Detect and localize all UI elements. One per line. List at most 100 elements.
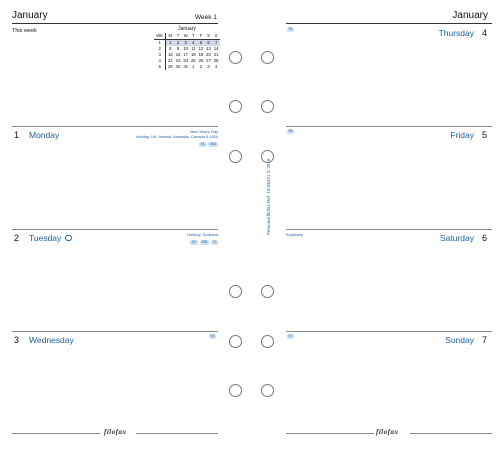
cal-day: 29: [167, 64, 173, 69]
day-name: Friday: [450, 130, 474, 140]
day-tag: 05: [286, 129, 295, 134]
cal-day: 25: [190, 58, 196, 63]
binder-hole: [261, 285, 274, 298]
cal-day: 15: [167, 52, 173, 57]
cal-day: 7: [212, 39, 220, 46]
binder-hole: [229, 335, 242, 348]
cal-day: 17: [183, 52, 189, 57]
brand-logo: filofax: [376, 428, 399, 436]
binder-hole: [261, 384, 274, 397]
day-rule: [286, 229, 492, 230]
cal-head: F: [197, 33, 205, 40]
cal-day: 4: [189, 39, 198, 46]
cal-day: 1: [165, 39, 175, 46]
binder-hole: [229, 150, 242, 163]
mini-calendar: January WK M T W T F S S 1 1 2 3 4 5 6 7: [154, 26, 220, 70]
day-tag: 02: [190, 239, 199, 245]
holiday-note: New Year's Day Holiday, UK, Ireland, Aus…: [88, 129, 218, 147]
cal-week: 5: [154, 64, 167, 70]
mini-calendar-row: 1 1 2 3 4 5 6 7: [154, 39, 220, 46]
day-number: 2: [14, 233, 20, 243]
left-page: January Week 1 This week January WK M T …: [0, 0, 230, 450]
binder-hole: [229, 285, 242, 298]
day-number: 7: [481, 335, 487, 345]
mini-calendar-row: 5 29 30 31 1 2 3 4: [154, 64, 220, 70]
footer-rule: [12, 433, 100, 434]
left-month-title: January: [12, 10, 48, 21]
day-rule: [12, 126, 218, 127]
binder-hole: [229, 384, 242, 397]
cal-head: T: [174, 33, 182, 40]
cal-day: 10: [183, 46, 189, 51]
day-number: 4: [481, 28, 487, 38]
cal-day: 28: [213, 58, 219, 63]
day-tag: 364: [208, 141, 218, 147]
day-number: 3: [14, 335, 20, 345]
cal-day: 13: [206, 46, 211, 51]
cal-day: 22: [167, 58, 173, 63]
day-tags: 01 364: [88, 141, 218, 147]
day-tag: 07: [286, 334, 295, 339]
mini-calendar-row: 2 8 9 10 11 12 13 14: [154, 46, 220, 52]
right-page: January 04 Thursday 4 05 Friday 5 Epipha…: [270, 0, 500, 450]
binder-hole: [261, 100, 274, 113]
cal-week: 1: [154, 39, 167, 46]
cal-head: S: [204, 33, 213, 40]
cal-day: 11: [191, 46, 196, 51]
cal-week: 4: [154, 58, 167, 64]
cal-day: 30: [175, 64, 181, 69]
footer-rule: [136, 433, 218, 434]
cal-day: 14: [213, 46, 219, 51]
day-rule: [12, 229, 218, 230]
day-number: 5: [481, 130, 487, 140]
mini-calendar-row: 4 22 23 24 25 26 27 28: [154, 58, 220, 64]
cal-day: 3: [181, 39, 190, 46]
cal-head: T: [189, 33, 198, 40]
cal-day: 24: [183, 58, 189, 63]
day-name: Sunday: [445, 335, 474, 345]
day-tag: 03: [208, 334, 217, 339]
holiday-title: New Year's Day: [189, 129, 218, 134]
day-name: Thursday: [438, 28, 474, 38]
day-rule: [286, 126, 492, 127]
moon-phase-icon: [65, 234, 72, 241]
day-name: Monday: [29, 130, 60, 140]
day-number: 6: [481, 233, 487, 243]
cal-day: 16: [175, 52, 181, 57]
footer-rule: [286, 433, 374, 434]
cal-head: WK: [154, 33, 167, 40]
this-week-label: This week: [12, 28, 37, 34]
day-name: Tuesday: [29, 233, 62, 243]
brand-logo: filofax: [104, 428, 127, 436]
cal-day: 6: [204, 39, 213, 46]
day-number: 1: [14, 130, 20, 140]
cal-day: 21: [213, 52, 219, 57]
binder-hole: [261, 51, 274, 64]
holiday-title: Holiday, Scotland: [187, 232, 218, 237]
cal-day: 31: [183, 64, 189, 69]
holiday-note: Holiday, Scotland 02 363 Tt: [118, 232, 218, 245]
binder-hole: [229, 51, 242, 64]
day-name: Wednesday: [29, 335, 74, 345]
week-number: Week 1: [195, 14, 217, 21]
cal-day: 18: [190, 52, 196, 57]
cal-day: 19: [198, 52, 204, 57]
cal-week: 2: [154, 46, 167, 52]
mini-calendar-table: WK M T W T F S S 1 1 2 3 4 5 6 7 2 8: [154, 33, 220, 70]
cal-day: 1: [192, 64, 195, 69]
day-tag: 04: [286, 27, 295, 32]
day-rule: [12, 331, 218, 332]
cal-day: 2: [174, 39, 182, 46]
right-month-title: January: [452, 10, 488, 21]
cal-day: 12: [198, 46, 204, 51]
header-rule: [12, 23, 218, 24]
footer-rule: [410, 433, 492, 434]
day-name: Saturday: [439, 233, 474, 243]
cal-day: 5: [197, 39, 205, 46]
mini-calendar-header: WK M T W T F S S: [154, 33, 220, 40]
cal-week: 3: [154, 52, 167, 58]
cal-day: 2: [199, 64, 203, 69]
cal-day: 27: [206, 58, 211, 63]
day-tag: Tt: [210, 239, 218, 245]
cal-day: 26: [198, 58, 204, 63]
